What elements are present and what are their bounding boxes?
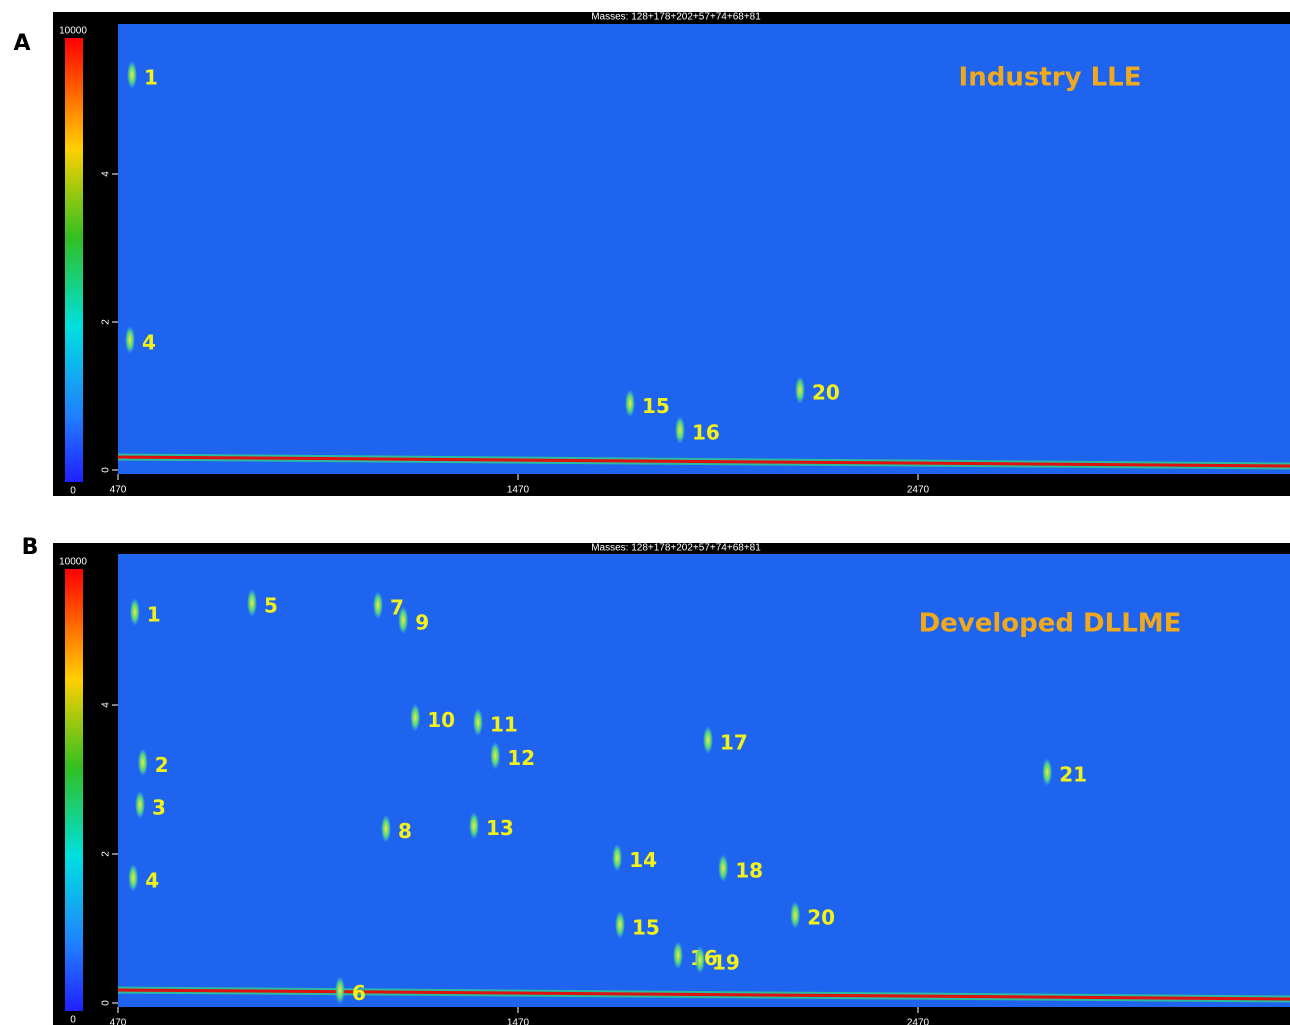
peak (381, 815, 391, 843)
peak-label: 10 (427, 708, 455, 732)
peak-label: 19 (712, 950, 740, 974)
subtitle: Masses: 128+178+202+57+74+68+81 (591, 543, 761, 554)
peak-label: 12 (507, 746, 535, 770)
peak (625, 389, 635, 417)
peak-label: 1 (144, 65, 158, 89)
peak-label: 15 (642, 394, 670, 418)
x-tick-label: 1470 (507, 485, 530, 496)
peak (373, 591, 383, 619)
peak-label: 9 (415, 611, 429, 635)
y-tick-label: 4 (101, 171, 112, 177)
peak-label: 18 (735, 859, 763, 883)
peak (138, 748, 148, 776)
y-tick-label: 2 (101, 319, 112, 325)
peak-label: 1 (147, 602, 161, 626)
peak-label: 17 (720, 731, 748, 755)
peak (673, 941, 683, 969)
panel-label: A (13, 31, 30, 56)
peak-label: 20 (812, 381, 840, 405)
peak (1042, 758, 1052, 786)
x-tick-label: 1470 (507, 1018, 530, 1025)
panel-label: B (22, 535, 39, 560)
peak (675, 416, 685, 444)
peak (615, 911, 625, 939)
peak-label: 21 (1059, 763, 1087, 787)
x-tick-label: 470 (110, 1018, 127, 1025)
peak (612, 844, 622, 872)
colorbar-min: 0 (70, 486, 76, 497)
peak-label: 4 (145, 868, 159, 892)
peak (695, 946, 705, 974)
peak-label: 6 (352, 981, 366, 1005)
peak (127, 61, 137, 89)
peak (703, 726, 713, 754)
peak (135, 791, 145, 819)
peak (335, 976, 345, 1004)
peak-label: 5 (264, 593, 278, 617)
peak (473, 708, 483, 736)
peak (718, 854, 728, 882)
x-tick-label: 470 (110, 485, 127, 496)
colorbar-max: 10000 (59, 557, 87, 568)
x-tick-label: 2470 (907, 485, 930, 496)
peak-label: 11 (490, 713, 518, 737)
peak (490, 742, 500, 770)
panel-title: Developed DLLME (919, 609, 1182, 639)
y-tick-label: 2 (101, 851, 112, 857)
y-tick-label: 4 (101, 702, 112, 708)
y-tick-label: 0 (101, 467, 112, 473)
colorbar (65, 569, 83, 1011)
peak-label: 13 (486, 816, 514, 840)
subtitle: Masses: 128+178+202+57+74+68+81 (591, 12, 761, 23)
peak (469, 812, 479, 840)
peak-label: 14 (629, 848, 657, 872)
peak (398, 606, 408, 634)
peak-label: 4 (142, 330, 156, 354)
peak (410, 704, 420, 732)
peak-label: 3 (152, 795, 166, 819)
x-tick-label: 2470 (907, 1018, 930, 1025)
peak-label: 20 (807, 906, 835, 930)
colorbar-min: 0 (70, 1015, 76, 1025)
peak-label: 2 (155, 753, 169, 777)
peak (125, 326, 135, 354)
peak (247, 589, 257, 617)
colorbar (65, 38, 83, 482)
peak (790, 901, 800, 929)
peak-label: 15 (632, 915, 660, 939)
peak-label: 16 (692, 421, 720, 445)
figure: A Masses: 128+178+202+57+74+68+81 Industry… (0, 0, 1290, 1025)
colorbar-max: 10000 (59, 26, 87, 37)
peak (795, 376, 805, 404)
peak-label: 8 (398, 819, 412, 843)
panel-title: Industry LLE (959, 63, 1142, 93)
peak (130, 598, 140, 626)
peak (128, 864, 138, 892)
y-tick-label: 0 (101, 1000, 112, 1006)
